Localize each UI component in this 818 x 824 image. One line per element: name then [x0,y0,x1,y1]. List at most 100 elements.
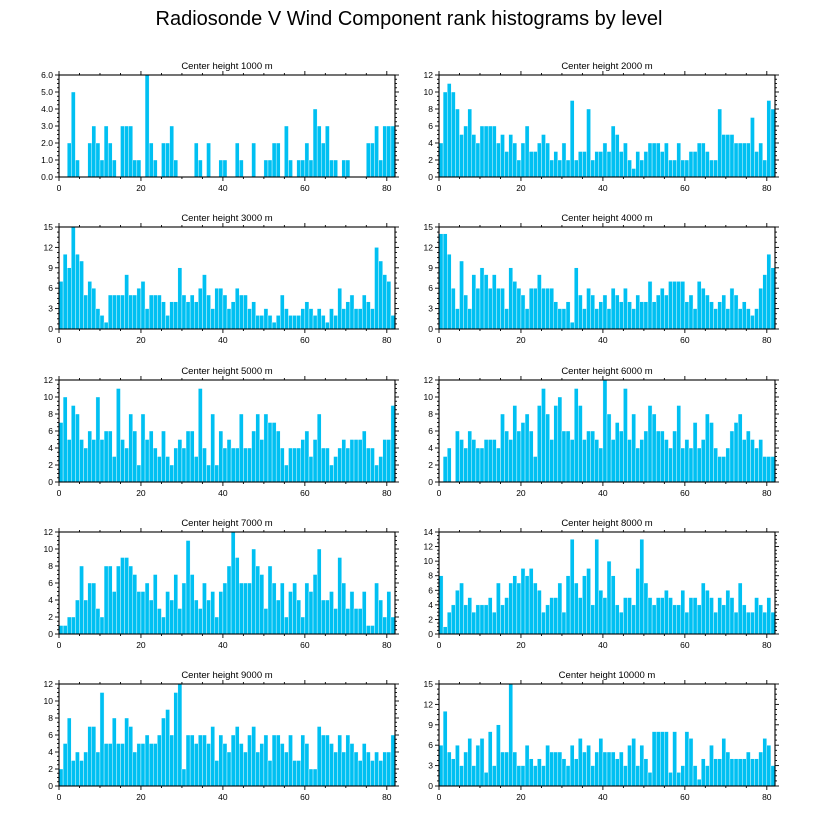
y-tick-label: 6 [428,426,433,436]
bar [598,590,604,635]
bar [239,743,244,787]
bar [140,743,146,787]
bar [664,590,669,635]
bar [349,743,355,787]
y-tick-label: 8 [428,409,433,419]
bar [321,447,326,483]
bar [341,751,347,787]
bar [463,751,468,787]
bar [382,751,388,787]
bar [321,315,326,330]
bar [557,159,563,178]
bar [750,439,755,483]
bar [766,100,772,178]
bar [614,758,620,787]
bar [729,430,735,483]
bar [586,288,591,330]
bar [198,288,203,330]
bar [684,439,690,483]
bar [251,142,256,178]
y-tick-label: 4 [428,138,433,148]
bar [705,590,710,635]
bar [345,159,351,178]
bar [754,758,759,787]
bar [705,765,710,787]
bar [128,565,133,635]
bar [479,125,485,178]
y-tick-label: 0 [428,629,433,639]
bar [173,692,179,787]
bar [746,430,751,483]
bar [271,142,277,178]
y-tick-label: 0.0 [41,172,53,182]
bar [729,134,735,178]
bar [565,430,571,483]
bar [304,743,310,787]
x-tick-label: 40 [218,488,228,498]
bar [479,447,485,483]
bar [210,308,215,330]
bar [83,447,88,483]
bar [541,288,546,330]
bar [467,108,472,178]
bar [528,430,534,483]
bar [635,568,640,635]
bar [325,447,330,483]
bar [357,439,363,483]
bar [185,540,191,635]
bar [619,151,624,178]
bar [202,274,207,330]
bar [206,294,211,330]
bar [157,456,162,483]
bar [116,565,121,635]
bar [79,760,84,787]
bar [455,308,460,330]
bar [79,260,84,330]
bar [296,315,301,330]
bar [614,294,620,330]
bar [103,125,109,178]
bar [533,582,538,635]
bar [128,125,133,178]
bar [251,430,256,483]
bar [91,125,97,178]
bar [239,413,244,483]
bar [153,743,158,787]
bar [218,430,224,483]
bar [304,430,310,483]
bar [692,765,698,787]
bar [643,151,649,178]
bar [762,274,768,330]
bar [496,288,501,330]
bar [643,430,649,483]
y-tick-label: 3 [428,304,433,314]
y-tick-label: 12 [424,242,434,252]
bar [321,599,326,635]
bar [165,142,170,178]
bar [99,439,105,483]
bar [382,125,388,178]
bar [635,765,640,787]
bar [148,142,154,178]
bar [75,599,80,635]
bar [586,568,591,635]
chart-title: Radiosonde V Wind Component rank histogr… [155,8,663,30]
bar [737,308,743,330]
bar [107,743,113,787]
x-tick-label: 40 [598,335,608,345]
bar [463,294,468,330]
bar [337,557,342,635]
bar [709,159,714,178]
bar [296,447,301,483]
bar [746,142,751,178]
bar [165,709,170,787]
bar [325,599,330,635]
bar [75,413,80,483]
bar [58,422,64,483]
bar [487,597,493,635]
bar [378,760,383,787]
bar [750,758,755,787]
bar [594,151,600,178]
bar [66,439,72,483]
bar [487,125,493,178]
